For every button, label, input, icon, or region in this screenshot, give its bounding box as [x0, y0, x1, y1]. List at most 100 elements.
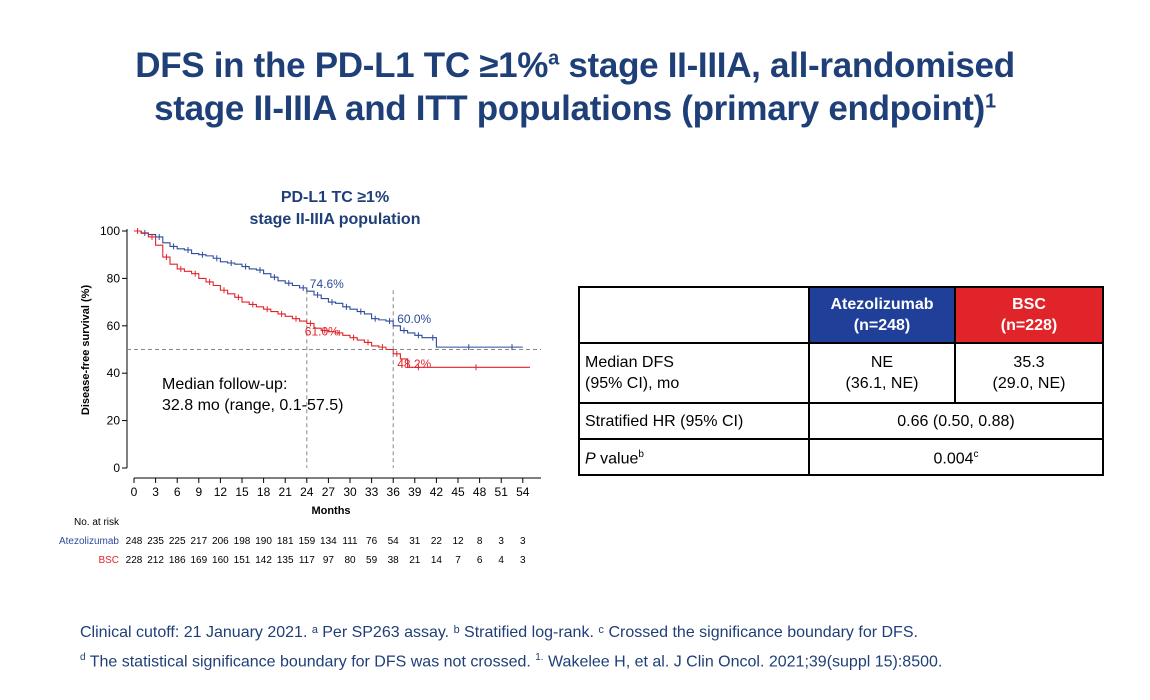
at-risk-value: 59 [366, 555, 378, 566]
pvalue-label-text: value [595, 450, 639, 468]
pvalue-number: 0.004 [933, 450, 974, 468]
median-dfs-bsc: 35.3 (29.0, NE) [954, 342, 1104, 404]
at-risk-value: 31 [409, 536, 421, 547]
at-risk-value: 159 [298, 536, 315, 547]
at-risk-value: 97 [323, 555, 335, 566]
landmark-label: 48.2% [397, 357, 431, 371]
x-tick-label: 21 [279, 485, 293, 499]
median-dfs-label-line1: Median DFS [585, 354, 674, 371]
y-tick-label: 100 [100, 224, 120, 238]
x-tick-label: 9 [195, 485, 202, 499]
at-risk-value: 3 [498, 536, 504, 547]
at-risk-value: 160 [212, 555, 229, 566]
median-dfs-label: Median DFS (95% CI), mo [578, 342, 810, 404]
slide-title-line2: stage II-IIIA and ITT populations (prima… [0, 87, 1150, 130]
pvalue-label-superscript: b [638, 449, 644, 461]
at-risk-value: 248 [126, 536, 143, 547]
at-risk-value: 21 [409, 555, 421, 566]
chart-title: PD-L1 TC ≥1% stage II-IIIA population [230, 187, 440, 231]
at-risk-value: 228 [126, 555, 143, 566]
at-risk-value: 111 [342, 536, 358, 547]
slide-title: DFS in the PD-L1 TC ≥1%a stage II-IIIA, … [0, 44, 1150, 130]
table-header-atezolizumab: Atezolizumab (n=248) [808, 286, 956, 344]
at-risk-value: 181 [277, 536, 294, 547]
x-tick-label: 24 [300, 485, 314, 499]
title-text: stage II-IIIA, all-randomised [558, 46, 1015, 85]
at-risk-value: 151 [234, 555, 251, 566]
table-header-empty-cell [578, 286, 810, 344]
table-row-hr: Stratified HR (95% CI) 0.66 (0.50, 0.88) [578, 402, 1104, 440]
at-risk-value: 80 [344, 555, 356, 566]
table-header-row: Atezolizumab (n=248) BSC (n=228) [578, 286, 1104, 344]
at-risk-value: 217 [190, 536, 207, 547]
table-header-bsc: BSC (n=228) [954, 286, 1104, 344]
at-risk-value: 190 [255, 536, 272, 547]
x-tick-label: 36 [387, 485, 401, 499]
at-risk-value: 22 [431, 536, 443, 547]
title-superscript: 1 [985, 90, 996, 113]
at-risk-header: No. at risk [74, 517, 120, 528]
x-tick-label: 39 [408, 485, 422, 499]
km-curve-bsc [134, 230, 530, 368]
at-risk-label-bsc: BSC [98, 555, 119, 566]
at-risk-value: 225 [169, 536, 186, 547]
x-tick-label: 18 [257, 485, 271, 499]
x-tick-label: 15 [235, 485, 249, 499]
at-risk-value: 7 [455, 555, 461, 566]
x-tick-label: 3 [152, 485, 159, 499]
slide-title-line1: DFS in the PD-L1 TC ≥1%a stage II-IIIA, … [0, 44, 1150, 87]
y-tick-label: 0 [113, 461, 120, 475]
footnote-line2: d The statistical significance boundary … [80, 645, 942, 674]
table-row-pvalue: P valueb 0.004c [578, 438, 1104, 476]
at-risk-value: 3 [520, 536, 526, 547]
at-risk-value: 76 [366, 536, 378, 547]
x-tick-label: 27 [322, 485, 336, 499]
median-dfs-bsc-ci: (29.0, NE) [992, 375, 1066, 392]
median-dfs-atezolizumab-ci: (36.1, NE) [845, 375, 919, 392]
landmark-label: 61.0% [305, 324, 339, 338]
median-dfs-label-line2: (95% CI), mo [585, 375, 680, 392]
median-dfs-bsc-value: 35.3 [1013, 354, 1045, 371]
followup-line2: 32.8 mo (range, 0.1-57.5) [162, 397, 344, 414]
at-risk-value: 14 [431, 555, 443, 566]
x-tick-label: 51 [495, 485, 509, 499]
footnote-superscript: d [80, 652, 86, 663]
chart-title-line1: PD-L1 TC ≥1% [280, 189, 390, 206]
pvalue-label-p: P [585, 450, 596, 468]
at-risk-value: 6 [477, 555, 483, 566]
median-followup-note: Median follow-up: 32.8 mo (range, 0.1-57… [162, 374, 343, 416]
title-superscript: a [548, 47, 559, 70]
landmark-label: 60.0% [397, 312, 431, 326]
x-tick-label: 30 [343, 485, 357, 499]
footnote-line1: Clinical cutoff: 21 January 2021. ᵃ Per … [80, 624, 918, 641]
footnote-text: The statistical significance boundary fo… [85, 653, 536, 671]
x-tick-label: 6 [174, 485, 181, 499]
title-text: stage II-IIIA and ITT populations (prima… [154, 89, 986, 128]
pvalue-superscript: c [973, 449, 979, 461]
x-tick-label: 48 [473, 485, 487, 499]
x-tick-label: 45 [451, 485, 465, 499]
hr-label: Stratified HR (95% CI) [578, 402, 810, 440]
pvalue-value: 0.004c [808, 438, 1104, 476]
y-tick-label: 80 [107, 271, 121, 285]
header-atezolizumab-name: Atezolizumab [830, 296, 934, 313]
table-row-median-dfs: Median DFS (95% CI), mo NE (36.1, NE) 35… [578, 342, 1104, 404]
x-tick-label: 33 [365, 485, 379, 499]
x-tick-label: 54 [516, 485, 530, 499]
header-atezolizumab-n: (n=248) [853, 317, 911, 334]
at-risk-value: 117 [299, 555, 315, 566]
at-risk-value: 54 [388, 536, 400, 547]
hr-value: 0.66 (0.50, 0.88) [808, 402, 1104, 440]
x-tick-label: 12 [214, 485, 228, 499]
footnote-reference: 1. [535, 652, 544, 663]
title-text: DFS in the PD-L1 TC ≥1% [135, 46, 549, 85]
median-dfs-atezolizumab-value: NE [870, 354, 894, 371]
landmark-label: 74.6% [310, 277, 344, 291]
followup-line1: Median follow-up: [162, 376, 288, 393]
pvalue-label: P valueb [578, 438, 810, 476]
at-risk-label-atezolizumab: Atezolizumab [59, 536, 119, 547]
median-dfs-atezolizumab: NE (36.1, NE) [808, 342, 956, 404]
at-risk-value: 142 [255, 555, 272, 566]
y-tick-label: 40 [107, 366, 121, 380]
x-axis-label: Months [311, 505, 350, 517]
